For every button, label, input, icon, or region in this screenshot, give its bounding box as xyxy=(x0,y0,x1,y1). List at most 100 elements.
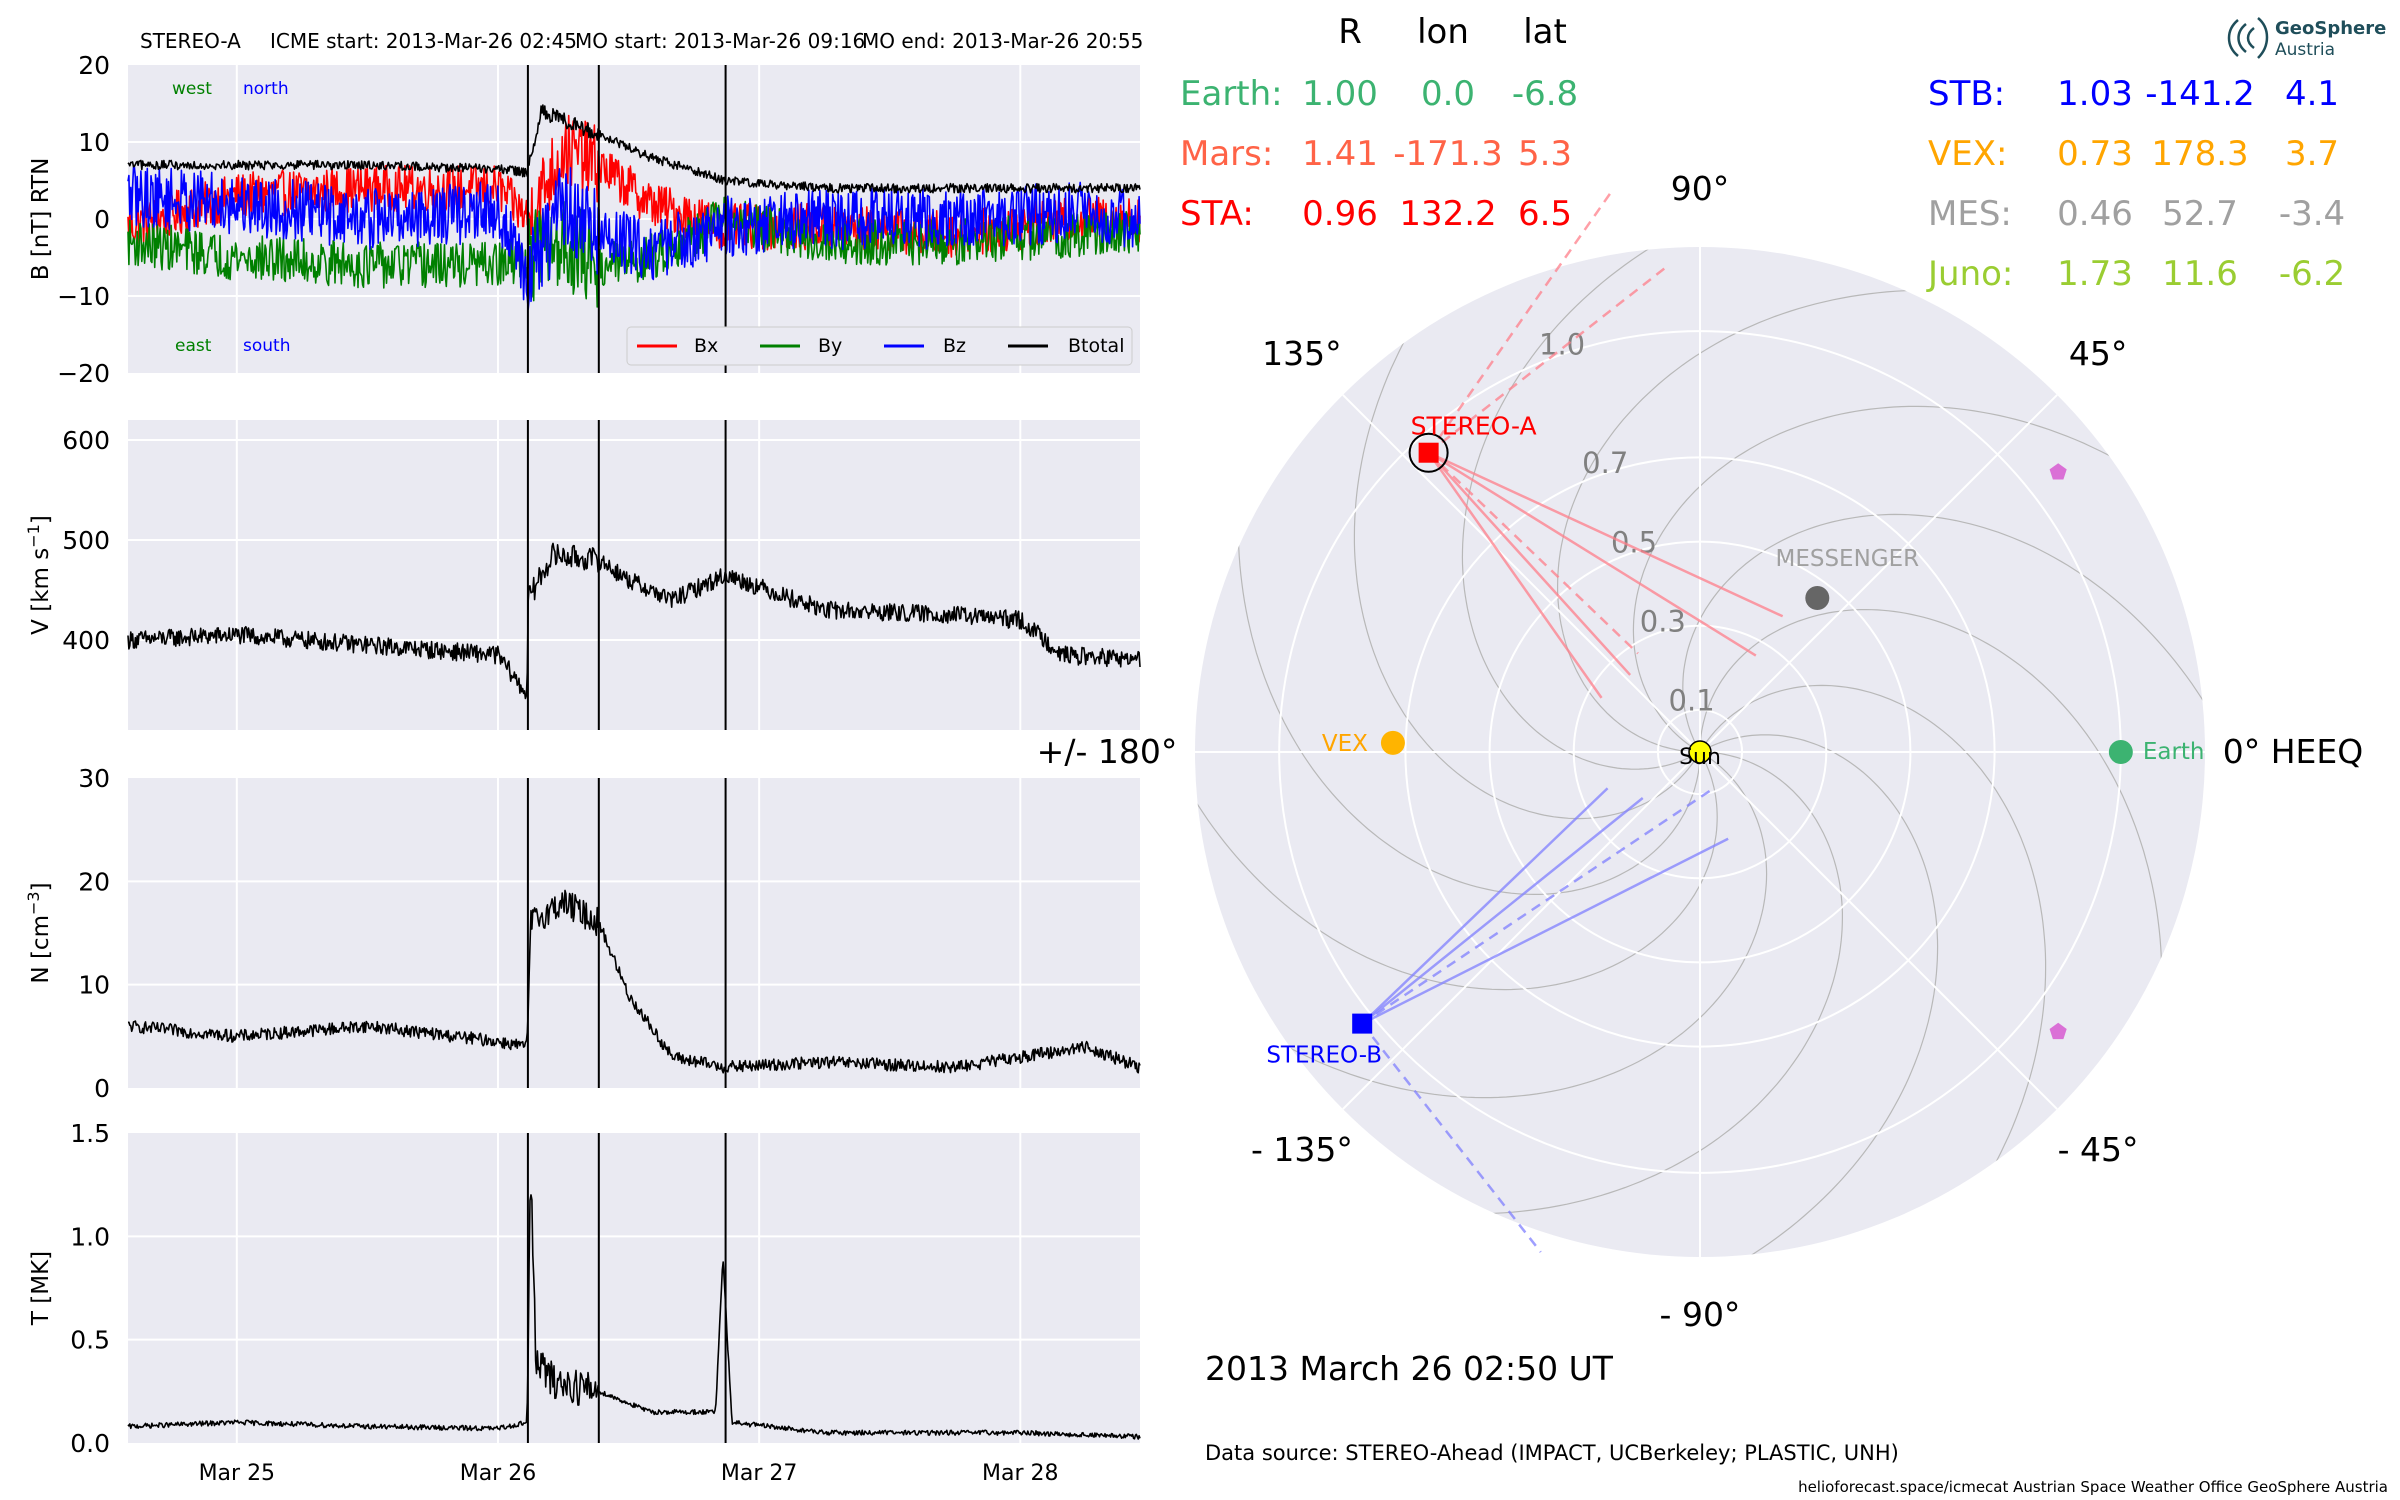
label-south: south xyxy=(243,336,290,356)
y-tick-label: 500 xyxy=(62,526,110,555)
table-r: 0.46 xyxy=(2057,194,2133,234)
panel-t-ticks: 0.0 0.5 1.0 1.5 xyxy=(70,1119,110,1458)
stereo-b-marker xyxy=(1352,1013,1373,1034)
y-tick-label: 10 xyxy=(78,971,110,1000)
logo-emblem-icon xyxy=(2227,17,2269,59)
header: STEREO-A ICME start: 2013-Mar-26 02:45 M… xyxy=(140,29,1143,53)
messenger-label: MESSENGER xyxy=(1775,546,1919,572)
r-tick-label: 1.0 xyxy=(1539,328,1585,362)
table-r: 1.41 xyxy=(1302,134,1378,174)
panel-b-ticks: −20 −10 0 10 20 xyxy=(57,51,110,388)
table-name: Juno: xyxy=(1926,254,2013,294)
table-lon: 11.6 xyxy=(2162,254,2238,294)
table-r: 1.73 xyxy=(2057,254,2133,294)
panel-v-background xyxy=(128,420,1140,730)
panel-magnetic-field: −20 −10 0 10 20 B [nT] RTN west north east s… xyxy=(28,51,1141,388)
panel-b-series xyxy=(127,104,1141,311)
panel-temperature: 0.0 0.5 1.0 1.5 T [MK] xyxy=(28,1119,1141,1458)
sun-marker xyxy=(1688,740,1712,764)
sun-label: Sun xyxy=(1679,745,1721,770)
panel-n-series xyxy=(127,889,1141,1074)
spiral-line xyxy=(1682,513,2205,753)
pentagon-marker xyxy=(2049,1022,2067,1040)
panel-density: 0 10 20 30 N [cm−3] xyxy=(24,764,1141,1103)
panel-speed: 400 500 600 V [km s−1] xyxy=(24,420,1141,730)
polar-grid: 0.10.30.50.71.0 xyxy=(1195,247,2205,1257)
table-row: STB: 1.03 -141.2 4.1 xyxy=(1928,74,2339,114)
theta-grid-line xyxy=(1699,751,2058,1110)
r-tick-label: 0.7 xyxy=(1582,446,1628,480)
r-tick-label: 0.3 xyxy=(1640,604,1686,638)
plot-timestamp: 2013 March 26 02:50 UT xyxy=(1205,1349,1614,1388)
bodies: Earth STEREO-A STEREO-B VEX MESSENGER Sun xyxy=(1266,412,2204,1069)
table-row: Juno: 1.73 11.6 -6.2 xyxy=(1926,254,2345,294)
y-tick-label: 0.0 xyxy=(70,1429,110,1458)
label-north: north xyxy=(243,79,289,99)
earth-marker xyxy=(2108,740,2133,764)
theta-label: - 90° xyxy=(1660,1295,1741,1334)
spiral-line xyxy=(1699,734,1939,1257)
panel-n-ylabel: N [cm−3] xyxy=(24,882,55,983)
table-lon: -141.2 xyxy=(2145,74,2255,114)
legend-bx: Bx xyxy=(694,335,718,357)
panel-t-series xyxy=(127,1194,1141,1440)
header-icme-start: ICME start: 2013-Mar-26 02:45 xyxy=(270,29,577,53)
logo-line1: GeoSphere xyxy=(2275,18,2386,39)
table-r: 1.03 xyxy=(2057,74,2133,114)
theta-label: 90° xyxy=(1671,169,1730,208)
fov-line xyxy=(1361,1022,1542,1253)
messenger-marker xyxy=(1805,586,1830,611)
y-tick-label: 30 xyxy=(78,764,110,793)
table-lon: -171.3 xyxy=(1393,134,1503,174)
theta-grid-line xyxy=(1699,394,2058,753)
panel-v-series xyxy=(127,542,1141,700)
table-r: 0.73 xyxy=(2057,134,2133,174)
legend-bz: Bz xyxy=(943,335,966,357)
theta-label: 0° HEEQ xyxy=(2223,732,2363,771)
table-name: STA: xyxy=(1180,194,1254,234)
fov-line xyxy=(1361,837,1729,1025)
theta-label: 135° xyxy=(1262,334,1342,373)
table-lat: -6.2 xyxy=(2279,254,2345,294)
panel-t-ylabel: T [MK] xyxy=(28,1251,54,1326)
fov-line xyxy=(1427,451,1757,657)
panel-n-event-lines xyxy=(526,778,727,1088)
theta-label: 45° xyxy=(2069,334,2128,373)
table-name: Earth: xyxy=(1180,74,1283,114)
table-right: STB: 1.03 -141.2 4.1 VEX: 0.73 178.3 3.7 MES: 0.4… xyxy=(1926,74,2345,294)
table-lat: 5.3 xyxy=(1518,134,1572,174)
y-tick-label: 1.0 xyxy=(70,1222,110,1251)
y-tick-label: 0 xyxy=(94,1074,110,1103)
table-r: 1.00 xyxy=(1302,74,1378,114)
table-lon: 178.3 xyxy=(2151,134,2248,174)
theta-grid-line xyxy=(1342,394,1701,753)
y-tick-label: −20 xyxy=(57,359,110,388)
stereo-a-label: STEREO-A xyxy=(1411,412,1537,441)
legend-box xyxy=(626,326,1133,366)
table-header-r: R xyxy=(1338,12,1362,52)
fov-line xyxy=(1427,451,1632,676)
table-lon: 52.7 xyxy=(2162,194,2238,234)
series-btotal xyxy=(127,104,1141,194)
table-lat: -3.4 xyxy=(2279,194,2345,234)
label-west: west xyxy=(172,79,212,99)
polar-labels: 0° HEEQ 45° 90° 135° +/- 180° - 135° - 90° - 45… xyxy=(1037,169,2364,1334)
credits: helioforecast.space/icmecat Austrian Spa… xyxy=(1798,1478,2388,1496)
fov-line xyxy=(1427,189,1614,454)
spiral-line xyxy=(1632,405,2126,753)
spiral-lines xyxy=(1195,247,2205,1257)
header-spacecraft: STEREO-A xyxy=(140,29,241,53)
series-v xyxy=(127,542,1141,700)
panel-b-legend: Bx By Bz Btotal xyxy=(626,326,1133,366)
time-axis-labels: Mar 25 Mar 26 Mar 27 Mar 28 xyxy=(199,1461,1059,1486)
table-name: Mars: xyxy=(1180,134,1273,174)
table-row: STA: 0.96 132.2 6.5 xyxy=(1180,194,1572,234)
position-table: R lon lat Earth: 1.00 0.0 -6.8 Mars: 1.41 -171… xyxy=(1180,12,2345,294)
table-header-lat: lat xyxy=(1523,12,1567,52)
fov-line xyxy=(1427,451,1603,699)
logo-line2: Austria xyxy=(2275,40,2335,60)
x-tick-label: Mar 27 xyxy=(721,1461,798,1486)
spiral-line xyxy=(1195,751,1718,991)
fov-line xyxy=(1361,797,1644,1025)
spiral-line xyxy=(1699,608,2163,977)
